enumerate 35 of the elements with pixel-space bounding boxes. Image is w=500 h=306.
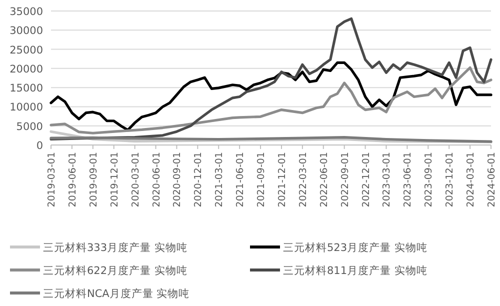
- x-tick-label: 2023-09-01: [424, 152, 435, 208]
- x-tick-label: 2024-03-01: [466, 152, 477, 208]
- y-tick-label: 5000: [16, 120, 43, 133]
- legend-label: 三元材料333月度产量 实物吨: [43, 241, 188, 254]
- x-tick-label: 2022-09-01: [340, 152, 351, 208]
- x-tick-label: 2022-12-01: [360, 152, 372, 208]
- x-tick-label: 2023-12-01: [444, 152, 456, 208]
- x-tick-label: 2021-09-01: [256, 152, 268, 208]
- x-tick-label: 2019-12-01: [109, 152, 120, 208]
- x-tick-label: 2019-09-01: [88, 152, 100, 208]
- x-tick-label: 2023-06-01: [402, 152, 414, 208]
- x-tick-label: 2020-12-01: [193, 152, 204, 208]
- legend-label: 三元材料NCA月度产量 实物吨: [43, 287, 190, 300]
- y-tick-label: 10000: [10, 102, 43, 114]
- legend-label: 三元材料523月度产量 实物吨: [283, 241, 428, 254]
- y-tick-label: 25000: [10, 44, 43, 56]
- x-tick-label: 2023-03-01: [382, 152, 393, 208]
- x-tick-label: 2021-12-01: [276, 152, 288, 208]
- legend-label: 三元材料622月度产量 实物吨: [43, 264, 188, 277]
- x-tick-label: 2020-09-01: [172, 152, 184, 208]
- x-tick-label: 2021-06-01: [235, 152, 246, 208]
- x-tick-label: 2020-06-01: [151, 152, 162, 208]
- x-tick-label: 2019-06-01: [67, 152, 78, 208]
- x-tick-label: 2020-03-01: [130, 152, 142, 208]
- x-tick-label: 2021-03-01: [214, 152, 226, 208]
- y-tick-label: 35000: [10, 6, 43, 18]
- x-tick-label: 2022-03-01: [298, 152, 309, 208]
- y-tick-label: 0: [36, 140, 43, 152]
- x-tick-label: 2024-06-01: [486, 152, 498, 208]
- x-tick-label: 2019-03-01: [46, 152, 58, 208]
- y-tick-label: 15000: [10, 82, 43, 95]
- y-tick-label: 30000: [10, 25, 43, 38]
- y-tick-label: 20000: [10, 63, 43, 76]
- legend-label: 三元材料811月度产量 实物吨: [283, 264, 428, 277]
- x-tick-label: 2022-06-01: [318, 152, 330, 208]
